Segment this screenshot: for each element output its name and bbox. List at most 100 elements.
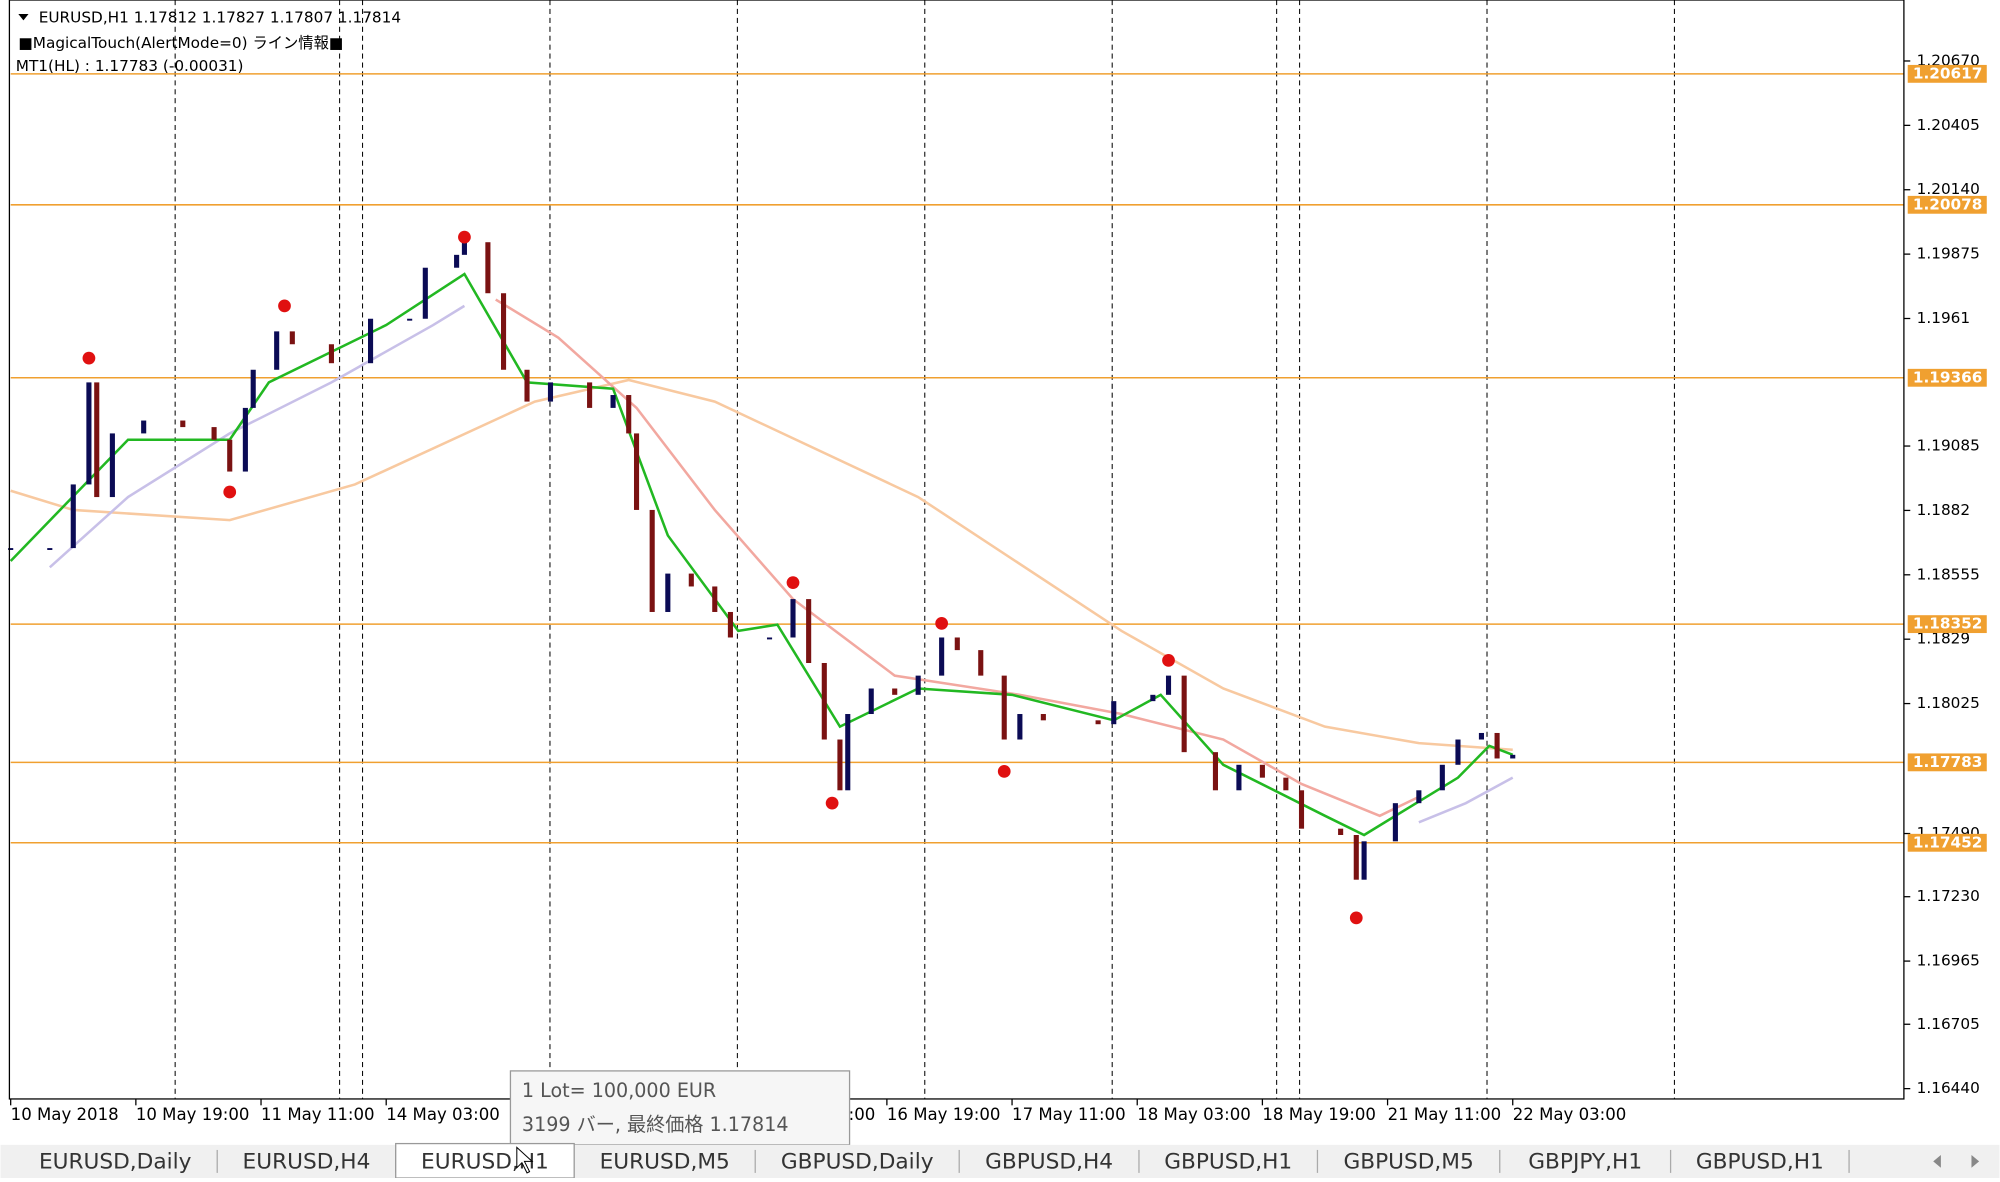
candle <box>892 688 898 695</box>
tab[interactable]: EURUSD,Daily <box>39 1150 192 1175</box>
candle <box>954 637 960 651</box>
tab[interactable]: EURUSD,M5 <box>600 1150 730 1175</box>
y-tick-label: 1.18025 <box>1917 694 1980 712</box>
candle <box>1416 790 1422 804</box>
candle <box>70 484 76 549</box>
price-label-bg <box>1907 615 1987 634</box>
axes: 1.206701.204051.201401.198751.19611.1908… <box>10 0 2000 1124</box>
candle <box>407 318 413 321</box>
tooltip-line: 1 Lot= 100,000 EUR <box>522 1079 716 1102</box>
candle <box>1439 764 1445 791</box>
y-tick-label: 1.18555 <box>1917 565 1980 583</box>
candle <box>1494 732 1500 759</box>
y-tick-label: 1.17230 <box>1917 887 1980 905</box>
x-tick-label: 11 May 11:00 <box>261 1105 375 1124</box>
candle <box>1001 675 1007 740</box>
candle <box>845 714 851 791</box>
mouse-cursor <box>516 1146 534 1174</box>
candle <box>1478 732 1484 740</box>
swing-marker <box>82 351 96 365</box>
candle <box>649 509 655 612</box>
candle <box>454 254 460 268</box>
candle <box>633 433 640 510</box>
chart-frame <box>8 0 1905 1100</box>
moving-average <box>48 304 1514 824</box>
candle <box>211 427 217 440</box>
swing-marker <box>1162 653 1175 667</box>
candle <box>274 331 280 370</box>
tab[interactable]: GBPJPY,H1 <box>1528 1150 1642 1175</box>
candle <box>1181 675 1187 753</box>
moving-average <box>10 378 1513 751</box>
candle <box>868 688 874 715</box>
price-label-bg <box>1907 368 1987 387</box>
indicator-name: ■MagicalTouch(AlertMode=0) ライン情報■ <box>18 34 343 52</box>
candle <box>821 662 827 740</box>
candle <box>1510 754 1516 759</box>
candle <box>250 369 256 408</box>
candle <box>1338 828 1344 835</box>
swing-marker <box>223 485 237 499</box>
price-label-bg <box>1907 195 1987 214</box>
candle <box>978 650 984 676</box>
candle <box>8 548 14 550</box>
price-label-bg <box>1907 833 1987 852</box>
tab[interactable]: GBPUSD,H4 <box>985 1150 1113 1175</box>
y-tick-label: 1.16705 <box>1917 1015 1980 1033</box>
tab[interactable]: GBPUSD,H1 <box>1164 1150 1292 1175</box>
candle <box>485 242 491 294</box>
y-tick-label: 1.16965 <box>1917 952 1980 970</box>
tab-bar: EURUSD,Daily EURUSD,H4 EURUSD,H1 EURUSD,M5 G… <box>0 1142 2000 1179</box>
tooltip: 1 Lot= 100,000 EUR 3199 バー, 最終価格 1.17814 <box>509 1070 851 1146</box>
x-tick-label: 22 May 03:00 <box>1513 1105 1627 1124</box>
candle <box>1283 777 1289 791</box>
candle <box>368 318 374 364</box>
candle <box>109 433 115 498</box>
price-label: 1.20617 <box>1913 64 1983 82</box>
swing-marker <box>458 230 471 244</box>
tab[interactable]: GBPUSD,H1 <box>1696 1150 1824 1175</box>
candle <box>47 548 53 550</box>
candle <box>727 611 733 638</box>
candle <box>688 573 694 587</box>
candle <box>837 739 843 791</box>
tab[interactable]: GBPUSD,Daily <box>781 1150 934 1175</box>
candle <box>94 382 100 498</box>
candle <box>790 599 796 638</box>
x-tick-label: 17 May 11:00 <box>1012 1105 1126 1124</box>
x-tick-label: 21 May 11:00 <box>1388 1105 1502 1124</box>
candle <box>422 267 428 319</box>
candle <box>500 293 507 370</box>
candle <box>806 599 812 663</box>
moving-average <box>495 298 1420 818</box>
swing-marker <box>825 796 839 810</box>
y-tick-label: 1.1961 <box>1917 309 1970 327</box>
x-tick-label: 14 May 03:00 <box>386 1105 500 1124</box>
plot-area <box>8 0 1904 1099</box>
candle <box>328 344 334 364</box>
candle <box>141 420 147 434</box>
tab[interactable]: GBPUSD,M5 <box>1343 1150 1473 1175</box>
price-label: 1.17452 <box>1913 833 1983 851</box>
menu-arrow[interactable] <box>18 14 29 21</box>
swing-marker <box>278 299 291 313</box>
candle <box>289 331 295 345</box>
y-tick-label: 1.16440 <box>1917 1079 1980 1097</box>
swing-marker <box>1349 911 1363 925</box>
tooltip-line: 3199 バー, 最終価格 1.17814 <box>522 1113 789 1136</box>
candle <box>1392 803 1398 842</box>
candle <box>1095 720 1101 725</box>
candle <box>1236 764 1242 791</box>
candle <box>1361 841 1367 880</box>
y-tick-label: 1.20405 <box>1917 116 1980 134</box>
candle <box>915 675 921 695</box>
candle <box>712 586 718 612</box>
price-label-bg <box>1907 753 1987 772</box>
tab[interactable]: EURUSD,H4 <box>243 1150 371 1175</box>
tab-bar-bg <box>0 1144 2000 1178</box>
tab-active-bg <box>395 1142 575 1179</box>
candle <box>587 382 593 408</box>
candle <box>626 395 632 434</box>
